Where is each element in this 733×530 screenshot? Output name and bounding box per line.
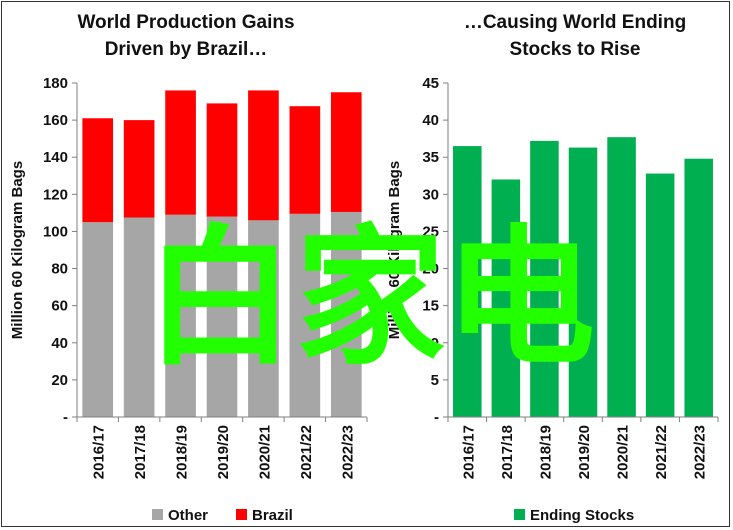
legend-label-brazil: Brazil xyxy=(252,507,293,524)
left-bar-other xyxy=(82,222,114,417)
right-category-label: 2017/18 xyxy=(499,425,516,479)
left-ytick-label: 140 xyxy=(43,149,68,166)
right-category-label: 2020/21 xyxy=(615,425,632,479)
right-ytick-label: 15 xyxy=(422,298,439,315)
left-bar-brazil xyxy=(123,120,155,218)
left-category-label: 2017/18 xyxy=(132,425,149,479)
right-category-label: 2016/17 xyxy=(460,425,477,479)
legend-swatch-ending-stocks xyxy=(514,509,525,520)
right-title-line-1: …Causing World Ending xyxy=(464,12,686,33)
right-title-line-2: Stocks to Rise xyxy=(510,39,641,60)
left-bar-other xyxy=(123,217,155,417)
left-bar-other xyxy=(248,220,279,417)
legend-label-ending-stocks: Ending Stocks xyxy=(530,507,634,524)
right-ytick-label: 5 xyxy=(431,372,439,389)
right-y-axis-label: Million 60 Kilogram Bags xyxy=(386,161,403,339)
right-ytick-label: 30 xyxy=(422,186,439,203)
left-bar-brazil xyxy=(330,92,362,212)
right-bar-ending-stocks xyxy=(491,179,521,417)
legend-swatch-brazil xyxy=(236,509,247,520)
left-ytick-label: 60 xyxy=(51,298,68,315)
right-category-label: 2021/22 xyxy=(653,425,670,479)
left-bar-brazil xyxy=(248,90,279,221)
legend-swatch-other xyxy=(152,509,163,520)
left-ytick-label: 20 xyxy=(51,372,68,389)
right-plot-area: - 5 10 15 20 25 30 35 40 45 2016/17 2017/18 2018/19 2… xyxy=(422,75,719,479)
right-ytick-label: 20 xyxy=(422,261,439,278)
left-bar-brazil xyxy=(82,118,114,223)
right-ytick-label: 45 xyxy=(422,75,439,92)
left-ytick-label: 120 xyxy=(43,186,68,203)
right-ytick-label: - xyxy=(434,409,439,426)
watermark-text: 白家电 xyxy=(145,212,595,386)
left-bar-other xyxy=(289,213,321,417)
right-legend: Ending Stocks xyxy=(514,507,634,524)
left-ytick-label: 40 xyxy=(51,335,68,352)
right-bar-ending-stocks xyxy=(607,137,636,417)
left-ytick-label: 100 xyxy=(43,223,68,240)
right-category-label: 2022/23 xyxy=(692,425,709,479)
right-category-label: 2019/20 xyxy=(576,425,593,479)
left-legend: Other Brazil xyxy=(152,507,293,524)
left-category-label: 2022/23 xyxy=(339,425,356,479)
left-category-label: 2021/22 xyxy=(298,425,315,479)
left-category-label: 2020/21 xyxy=(256,425,273,479)
right-bar-ending-stocks xyxy=(530,140,559,418)
left-y-axis-label: Million 60 Kilogram Bags xyxy=(9,161,26,339)
left-category-label: 2018/19 xyxy=(174,425,191,479)
right-ytick-label: 25 xyxy=(422,223,439,240)
left-plot-area: - 20 40 60 80 100 120 140 160 180 2016/17 2017/18 20… xyxy=(43,75,368,479)
left-ytick-label: 180 xyxy=(43,75,68,92)
left-title-line-1: World Production Gains xyxy=(77,12,294,33)
right-bar-ending-stocks xyxy=(645,173,675,417)
left-title-line-2: Driven by Brazil… xyxy=(105,39,268,60)
left-bar-other xyxy=(206,216,238,417)
left-category-label: 2016/17 xyxy=(91,425,108,479)
left-category-label: 2019/20 xyxy=(215,425,232,479)
right-category-label: 2018/19 xyxy=(537,425,554,479)
left-bar-brazil xyxy=(289,106,321,214)
left-bar-other xyxy=(165,214,196,417)
left-ytick-label: 80 xyxy=(51,261,68,278)
left-bar-brazil xyxy=(206,103,238,217)
right-bar-ending-stocks xyxy=(684,158,713,417)
right-ytick-label: 10 xyxy=(422,335,439,352)
right-ytick-label: 40 xyxy=(422,112,439,129)
left-bar-other xyxy=(330,211,362,417)
right-bar-ending-stocks xyxy=(453,146,482,418)
right-ytick-label: 35 xyxy=(422,149,439,166)
left-ytick-label: - xyxy=(63,409,68,426)
right-bar-ending-stocks xyxy=(568,147,598,417)
left-bar-brazil xyxy=(165,90,196,215)
left-ytick-label: 160 xyxy=(43,112,68,129)
legend-label-other: Other xyxy=(168,507,208,524)
